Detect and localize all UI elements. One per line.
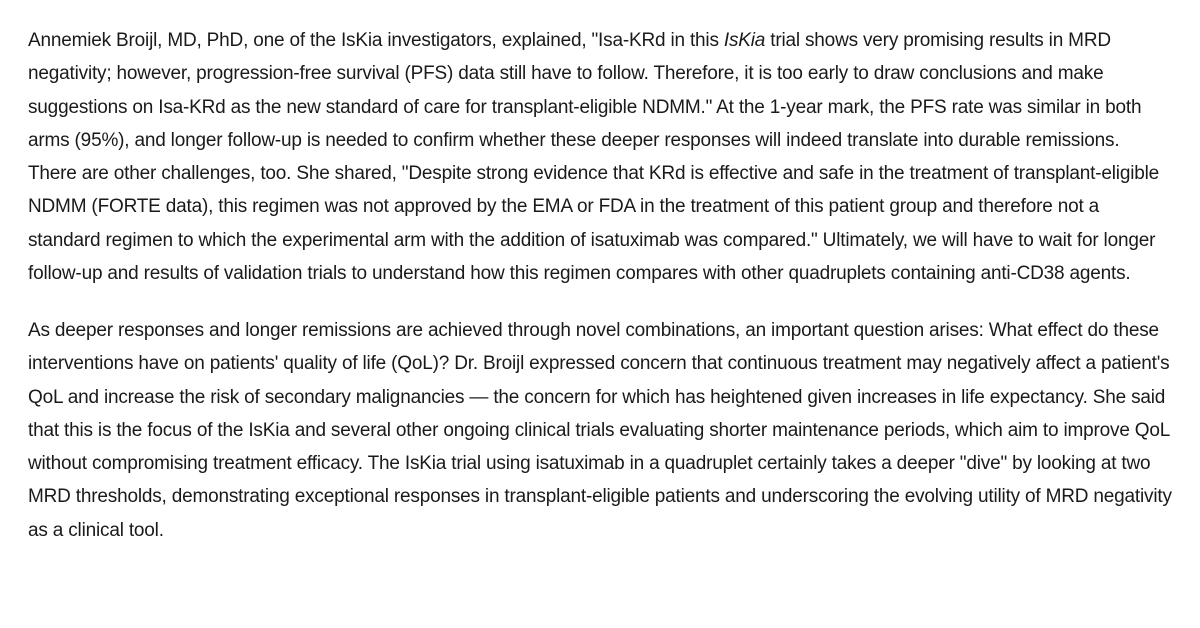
paragraph-1-segment-1: Annemiek Broijl, MD, PhD, one of the IsK… xyxy=(28,30,724,51)
paragraph-1: Annemiek Broijl, MD, PhD, one of the IsK… xyxy=(28,24,1172,290)
paragraph-1-segment-3: trial shows very promising results in MR… xyxy=(28,30,1159,284)
paragraph-1-italic-term: IsKia xyxy=(724,30,765,51)
paragraph-2: As deeper responses and longer remission… xyxy=(28,314,1172,547)
